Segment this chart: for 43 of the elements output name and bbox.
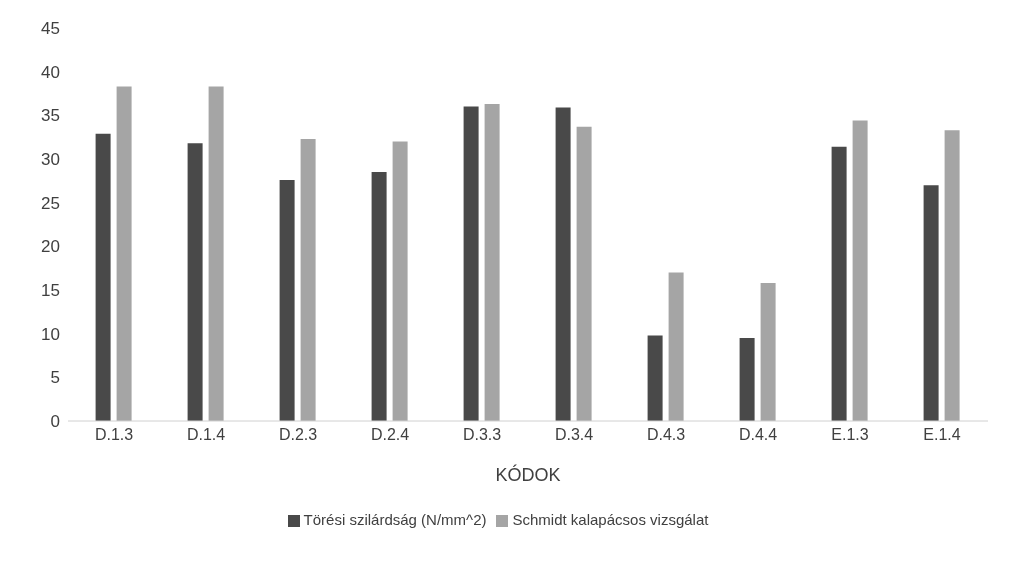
bar [300,138,316,421]
x-tick-label: E.1.4 [923,426,961,444]
bar [923,185,939,421]
bar [668,272,684,421]
bar [760,283,776,421]
x-tick-label: D.2.4 [370,426,410,444]
y-tick-label: 45 [41,19,60,39]
y-tick-label: 0 [50,412,60,432]
x-tick-label: D.1.4 [186,426,226,444]
y-tick-label: 10 [41,324,60,344]
bar [371,172,387,421]
y-tick-label: 35 [41,106,60,126]
y-tick-label: 20 [41,237,60,257]
bar [576,126,592,421]
x-tick-label: E.1.3 [831,426,869,444]
x-tick-label: D.3.3 [462,426,502,444]
y-tick-label: 30 [41,150,60,170]
bar [647,335,663,421]
y-tick-label: 25 [41,193,60,213]
bar [944,130,960,421]
bar [95,133,111,421]
bar [208,86,224,421]
legend-label: Törési szilárdság (N/mm^2) [303,511,487,528]
bar [555,107,571,421]
bar [739,338,755,421]
bar [852,120,868,421]
bar [116,86,132,421]
bar [187,143,203,421]
bar [484,103,500,421]
x-tick-label: D.4.3 [646,426,686,444]
bar [392,141,408,421]
y-tick-label: 15 [41,281,60,301]
x-tick-label: D.1.3 [94,426,134,444]
bar [463,106,479,421]
x-axis-title: KÓDOK [495,464,561,485]
legend-label: Schmidt kalapácsos vizsgálat [512,511,709,528]
x-tick-label: D.3.4 [554,426,594,444]
bar [831,146,847,421]
bar [279,179,295,421]
x-tick-label: D.2.3 [278,426,318,444]
y-tick-label: 40 [41,62,60,82]
x-tick-label: D.4.4 [738,426,778,444]
y-tick-label: 5 [50,368,60,388]
